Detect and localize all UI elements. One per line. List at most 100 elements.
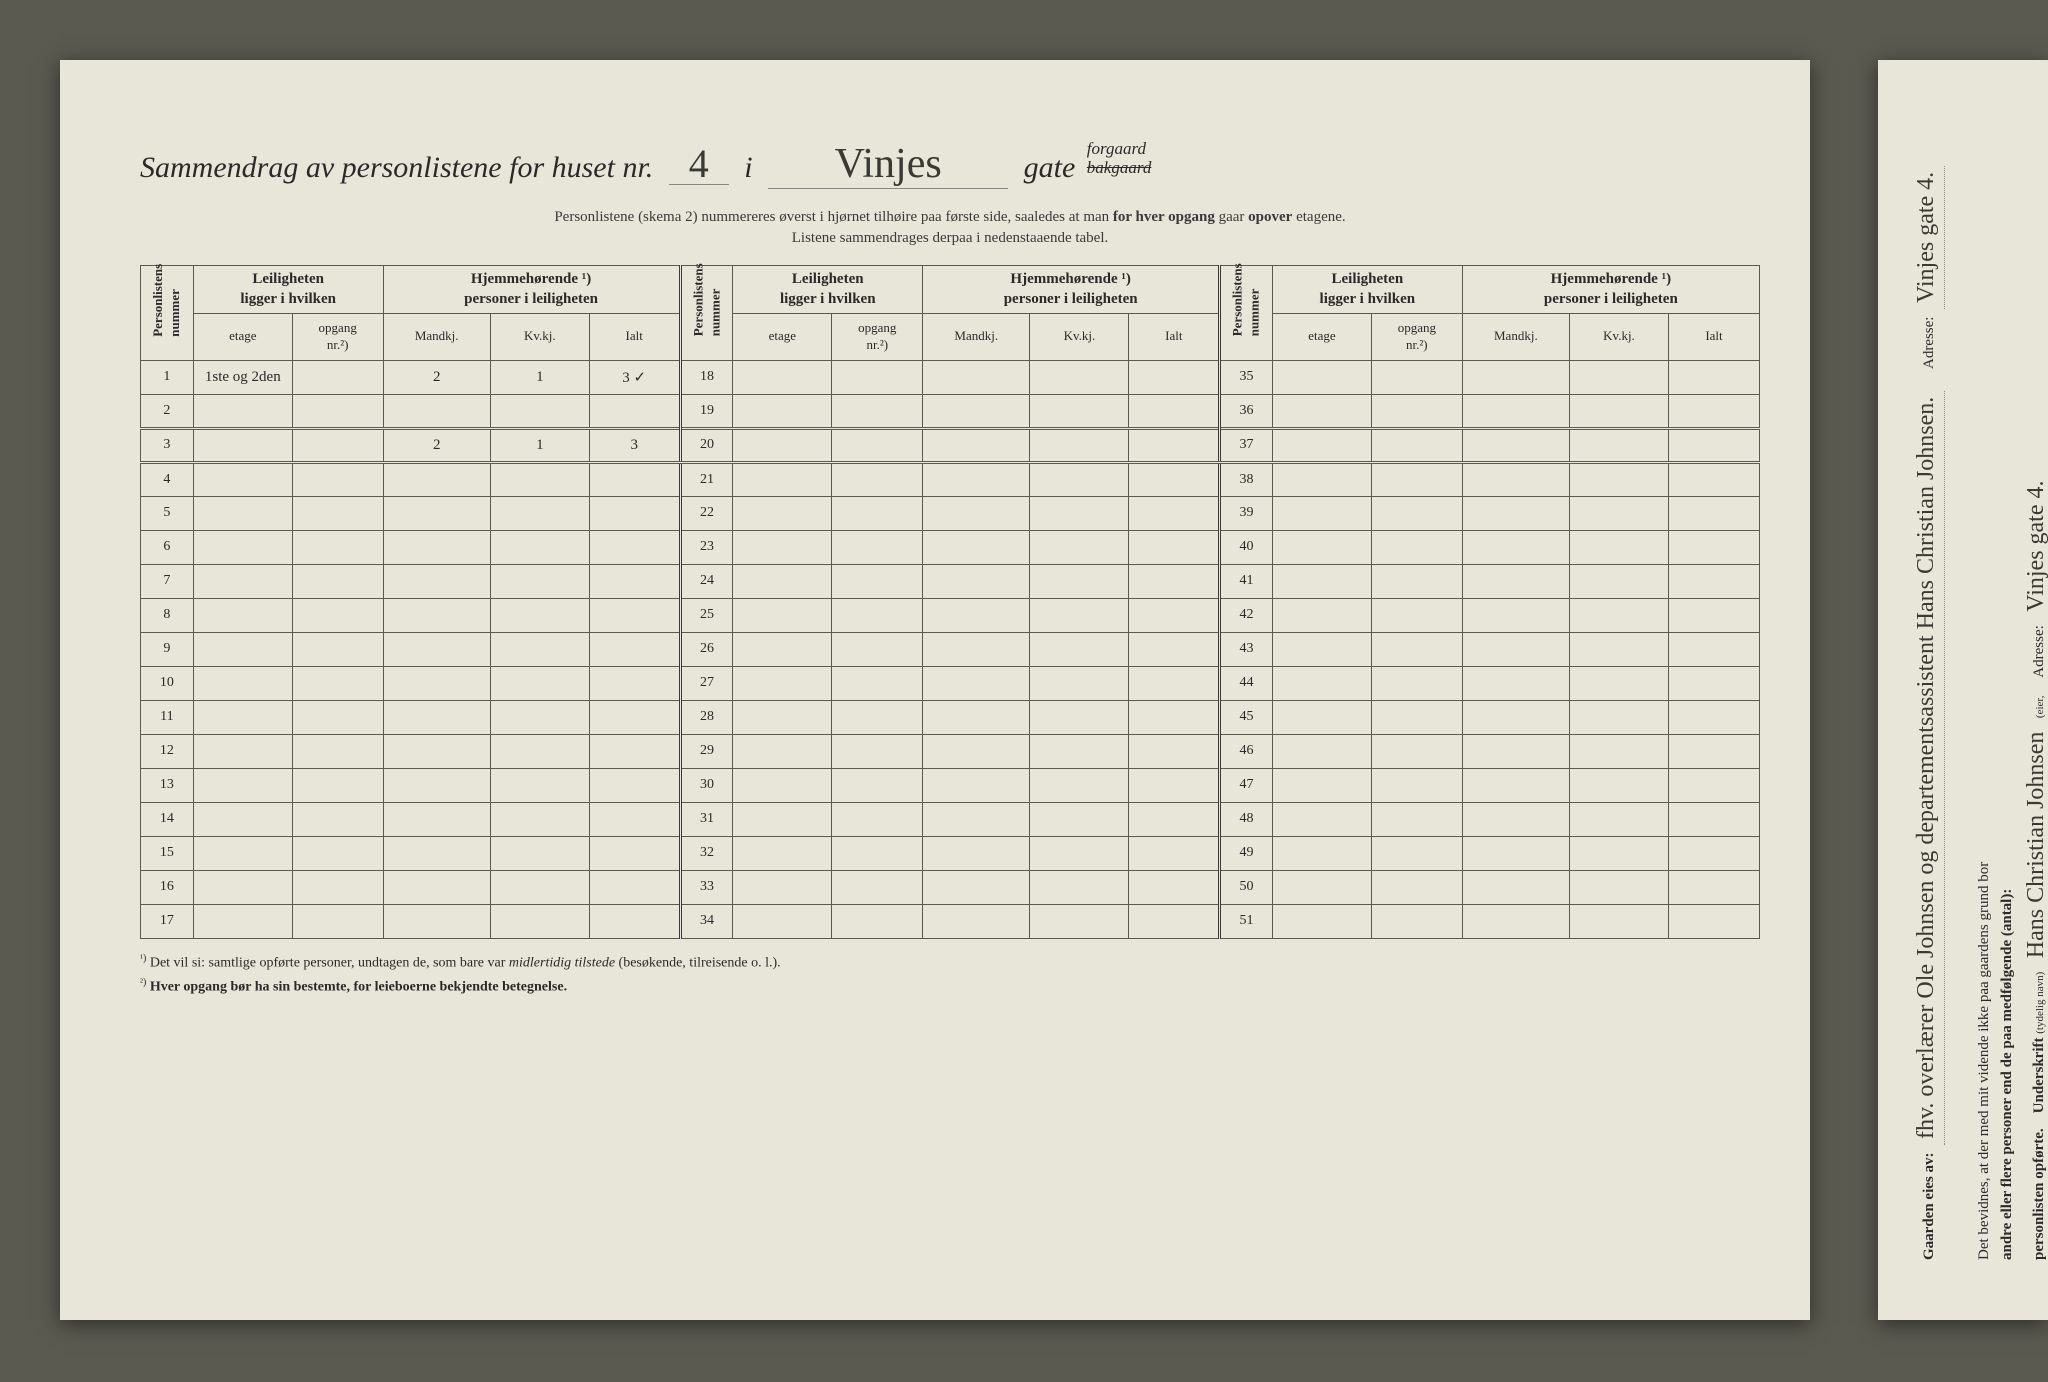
row-num: 23	[680, 530, 733, 564]
sub-kvkj-2: Kv.kj.	[1030, 314, 1129, 361]
row-num: 31	[680, 802, 733, 836]
table-row: 42138	[141, 462, 1760, 496]
row-num: 10	[141, 666, 194, 700]
underskrift-paren: (tydelig navn)	[2034, 972, 2046, 1034]
title-row: Sammendrag av personlistene for huset nr…	[140, 140, 1760, 189]
instruction-line-2: Listene sammendrages derpaa i nedenstaae…	[792, 230, 1109, 246]
underskrift-label: Underskrift	[2031, 1038, 2047, 1114]
cell-etage	[733, 666, 832, 700]
cell-opgang	[832, 394, 923, 428]
row-num: 9	[141, 632, 194, 666]
cell-kvkj	[1569, 700, 1668, 734]
cell-etage	[1272, 734, 1371, 768]
cell-kvkj	[1569, 870, 1668, 904]
cell-ialt	[1129, 700, 1220, 734]
cell-mandkj	[923, 836, 1030, 870]
cell-opgang	[832, 462, 923, 496]
footnote-1-italic: midlertidig tilstede	[509, 955, 615, 970]
cell-ialt	[1668, 768, 1759, 802]
cell-opgang	[832, 734, 923, 768]
cell-opgang	[1371, 870, 1462, 904]
cell-kvkj	[490, 394, 589, 428]
sidebar-panel: Gaarden eies av: fhv. overlærer Ole John…	[1878, 60, 2048, 1320]
cell-mandkj	[923, 564, 1030, 598]
row-num: 16	[141, 870, 194, 904]
cell-ialt	[1668, 428, 1759, 462]
cell-ialt	[1129, 530, 1220, 564]
row-num: 22	[680, 496, 733, 530]
cell-opgang	[1371, 496, 1462, 530]
row-num: 29	[680, 734, 733, 768]
cell-kvkj	[1569, 360, 1668, 394]
cell-kvkj	[1030, 598, 1129, 632]
sub-kvkj-3: Kv.kj.	[1569, 314, 1668, 361]
sub-ialt-3: Ialt	[1668, 314, 1759, 361]
row-num: 44	[1220, 666, 1273, 700]
row-num: 24	[680, 564, 733, 598]
cell-kvkj	[490, 530, 589, 564]
cell-mandkj	[1462, 428, 1569, 462]
cell-etage	[733, 768, 832, 802]
table-body: 11ste og 2den213 ✓1835219363213203742138…	[141, 360, 1760, 938]
cell-etage	[733, 394, 832, 428]
col-personlistens-3: Personlistensnummer	[1220, 266, 1273, 361]
row-num: 37	[1220, 428, 1273, 462]
cell-etage	[733, 564, 832, 598]
cell-mandkj	[383, 870, 490, 904]
row-num: 4	[141, 462, 194, 496]
cell-kvkj	[1569, 904, 1668, 938]
cell-etage	[733, 734, 832, 768]
sidebar-witness-column: Det bevidnes, at der med mit vidende ikk…	[1973, 80, 2048, 1260]
row-num: 50	[1220, 870, 1273, 904]
cell-ialt	[1129, 836, 1220, 870]
cell-etage	[1272, 428, 1371, 462]
cell-mandkj	[1462, 700, 1569, 734]
row-num: 7	[141, 564, 194, 598]
cell-etage	[193, 632, 292, 666]
sub-opgang-2: opgangnr.²)	[832, 314, 923, 361]
cell-ialt	[589, 598, 680, 632]
cell-kvkj	[1569, 734, 1668, 768]
cell-ialt	[1129, 564, 1220, 598]
cell-mandkj	[1462, 462, 1569, 496]
instruction-line-1: Personlistene (skema 2) nummereres øvers…	[554, 209, 1109, 225]
cell-mandkj	[383, 462, 490, 496]
cell-etage	[733, 904, 832, 938]
cell-opgang	[292, 802, 383, 836]
cell-mandkj	[1462, 564, 1569, 598]
cell-opgang	[292, 836, 383, 870]
adresse-value-2: Vinjes gate 4.	[2018, 474, 2048, 617]
cell-kvkj	[1030, 768, 1129, 802]
footnote-1-text: Det vil si: samtlige opførte personer, u…	[150, 955, 506, 970]
cell-kvkj	[490, 496, 589, 530]
cell-opgang	[292, 734, 383, 768]
cell-opgang	[292, 428, 383, 462]
row-num: 34	[680, 904, 733, 938]
bakgaard-label-struck: bakgaard	[1087, 158, 1152, 177]
cell-opgang	[292, 700, 383, 734]
cell-ialt	[1129, 462, 1220, 496]
sub-opgang-3: opgangnr.²)	[1371, 314, 1462, 361]
cell-opgang	[1371, 462, 1462, 496]
cell-etage	[733, 360, 832, 394]
sub-mandkj-2: Mandkj.	[923, 314, 1030, 361]
table-row: 112845	[141, 700, 1760, 734]
cell-kvkj	[1030, 462, 1129, 496]
cell-opgang	[292, 904, 383, 938]
cell-ialt	[1668, 360, 1759, 394]
cell-mandkj	[1462, 836, 1569, 870]
row-num: 12	[141, 734, 194, 768]
cell-kvkj	[1030, 428, 1129, 462]
cell-opgang	[832, 632, 923, 666]
cell-opgang	[832, 700, 923, 734]
cell-ialt	[1668, 700, 1759, 734]
cell-kvkj	[1569, 666, 1668, 700]
cell-ialt	[1668, 904, 1759, 938]
cell-opgang	[292, 462, 383, 496]
row-num: 5	[141, 496, 194, 530]
cell-mandkj	[1462, 632, 1569, 666]
cell-ialt	[589, 734, 680, 768]
cell-mandkj	[923, 666, 1030, 700]
cell-kvkj	[1569, 632, 1668, 666]
row-num: 13	[141, 768, 194, 802]
